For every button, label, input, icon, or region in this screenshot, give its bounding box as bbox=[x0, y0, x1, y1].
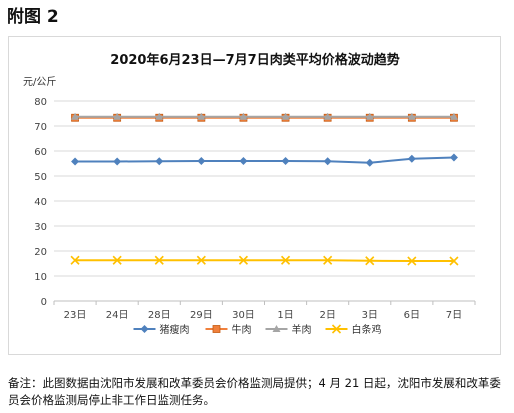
data-point bbox=[70, 255, 80, 265]
y-tick-label: 30 bbox=[34, 222, 47, 233]
footnote: 备注：此图数据由沈阳市发展和改革委员会价格监测局提供；4 月 21 日起，沈阳市… bbox=[8, 376, 501, 407]
series-line bbox=[75, 259, 454, 262]
data-point bbox=[239, 112, 248, 120]
y-axis-label: 元/公斤 bbox=[23, 76, 56, 88]
legend: 猪瘦肉 牛肉 羊肉 白条鸡 bbox=[133, 323, 382, 336]
data-point bbox=[365, 112, 374, 120]
y-tick-label: 20 bbox=[34, 247, 47, 258]
y-tick-label: 40 bbox=[34, 197, 47, 208]
data-point bbox=[197, 112, 206, 120]
data-point bbox=[281, 157, 290, 165]
data-point bbox=[71, 112, 80, 120]
line-chart: 2020年6月23日—7月7日肉类平均价格波动趋势 元/公斤 0 10 20 30 40… bbox=[23, 52, 476, 336]
data-point bbox=[407, 154, 416, 163]
gridlines bbox=[54, 100, 475, 302]
series-line bbox=[75, 156, 454, 164]
data-point bbox=[323, 255, 333, 265]
chart-frame: 2020年6月23日—7月7日肉类平均价格波动趋势 元/公斤 0 10 20 30 40… bbox=[8, 36, 501, 355]
x-tick-label: 6日 bbox=[404, 310, 420, 321]
legend-label: 猪瘦肉 bbox=[160, 323, 190, 336]
data-point bbox=[155, 157, 164, 166]
legend-label: 羊肉 bbox=[292, 323, 312, 336]
x-tick-label: 3日 bbox=[362, 310, 378, 321]
data-point bbox=[272, 325, 281, 332]
series-layer bbox=[70, 112, 459, 266]
data-point bbox=[365, 256, 375, 266]
x-tick-label: 23日 bbox=[64, 310, 87, 321]
x-tick-label: 24日 bbox=[106, 310, 129, 321]
legend-label: 白条鸡 bbox=[352, 323, 382, 336]
data-point bbox=[280, 255, 291, 265]
data-point bbox=[407, 256, 417, 266]
chart-title: 2020年6月23日—7月7日肉类平均价格波动趋势 bbox=[110, 52, 399, 68]
data-point bbox=[449, 112, 458, 120]
y-tick-label: 70 bbox=[34, 122, 47, 133]
legend-item: 白条鸡 bbox=[325, 323, 382, 336]
legend-item: 牛肉 bbox=[205, 323, 252, 336]
data-point bbox=[449, 153, 458, 162]
x-tick-label: 29日 bbox=[190, 310, 213, 321]
data-point bbox=[239, 157, 248, 165]
data-point bbox=[323, 112, 332, 120]
data-point bbox=[449, 256, 459, 266]
y-tick-label: 80 bbox=[34, 97, 47, 108]
data-point bbox=[365, 158, 374, 167]
data-point bbox=[196, 255, 206, 265]
x-tick-label: 28日 bbox=[148, 310, 171, 321]
legend-item: 羊肉 bbox=[265, 323, 312, 336]
data-point bbox=[323, 157, 332, 166]
legend-label: 牛肉 bbox=[232, 323, 252, 336]
x-tick-label: 1日 bbox=[277, 310, 293, 321]
y-axis-ticks: 0 10 20 30 40 50 60 70 80 bbox=[34, 97, 47, 308]
data-point bbox=[113, 157, 122, 166]
data-point bbox=[281, 112, 290, 120]
data-point bbox=[331, 324, 342, 334]
series bbox=[70, 255, 459, 266]
y-tick-label: 60 bbox=[34, 147, 47, 158]
x-axis-ticks: 23日 24日 28日 29日 30日 1日 2日 3日 6日 7日 bbox=[53, 301, 476, 321]
data-point bbox=[112, 255, 122, 265]
x-tick-label: 7日 bbox=[446, 310, 462, 321]
data-point bbox=[71, 157, 80, 166]
legend-item: 猪瘦肉 bbox=[133, 323, 190, 336]
data-point bbox=[407, 112, 416, 120]
y-tick-label: 50 bbox=[34, 172, 47, 183]
data-point bbox=[238, 255, 249, 265]
data-point bbox=[155, 112, 164, 120]
data-point bbox=[140, 325, 149, 333]
y-tick-label: 0 bbox=[41, 297, 47, 308]
data-point bbox=[154, 255, 164, 265]
y-tick-label: 10 bbox=[34, 272, 47, 283]
x-tick-label: 2日 bbox=[319, 310, 335, 321]
data-point bbox=[212, 325, 221, 333]
figure-heading: 附图 2 bbox=[7, 7, 59, 27]
series bbox=[71, 153, 458, 167]
series bbox=[71, 112, 458, 120]
data-point bbox=[113, 112, 122, 120]
data-point bbox=[197, 157, 206, 165]
x-tick-label: 30日 bbox=[232, 310, 255, 321]
